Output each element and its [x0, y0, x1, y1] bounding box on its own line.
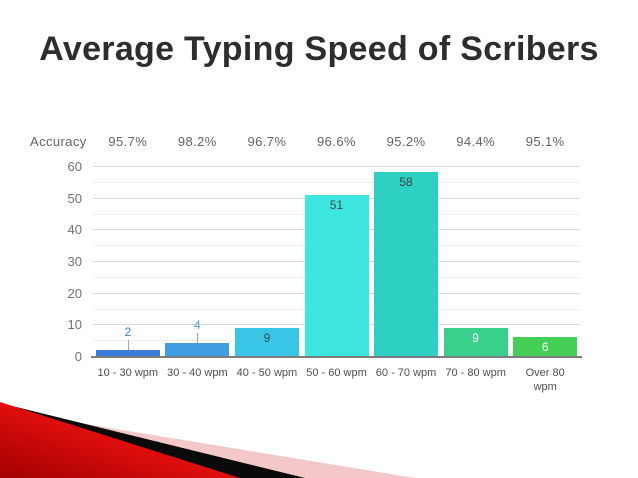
bar [304, 194, 369, 356]
bar [374, 172, 439, 356]
accuracy-row-label: Accuracy [30, 134, 87, 149]
bar [443, 327, 508, 356]
x-axis-category-label: 60 - 70 wpm [375, 367, 437, 379]
bar-value-label: 9 [263, 330, 271, 345]
x-axis-category-label: 70 - 80 wpm [445, 367, 506, 379]
y-axis-tick-label: 40 [67, 222, 82, 238]
bar-callout-line [197, 333, 199, 344]
bar-value-label: 58 [399, 175, 413, 190]
bar-value-label: 2 [124, 324, 132, 339]
y-axis-tick-label: 20 [67, 285, 82, 301]
page-title: Average Typing Speed of Scribers [39, 30, 599, 68]
bar-chart-plot-area: 2 4 9 51 58 9 6 [91, 166, 582, 358]
bar-value-label: 6 [541, 340, 549, 354]
accuracy-value: 96.7% [247, 134, 287, 149]
accuracy-value: 95.2% [386, 134, 426, 149]
accuracy-value: 95.7% [108, 134, 148, 149]
bar [95, 349, 160, 356]
x-axis-category-label: 50 - 60 wpm [306, 367, 367, 379]
x-axis-category-label: 10 - 30 wpm [97, 367, 159, 379]
bar-value-label: 51 [329, 197, 344, 212]
minor-gridline [93, 181, 580, 183]
bar-value-label: 9 [472, 330, 479, 345]
bar [165, 343, 230, 356]
bar [234, 327, 299, 356]
bar-callout-line [127, 339, 129, 350]
bar-value-label: 4 [194, 318, 201, 333]
x-axis-category-label: 30 - 40 wpm [167, 367, 228, 379]
y-axis-tick-label: 60 [67, 159, 82, 174]
x-axis-category-label: Over 80 wpm [525, 367, 565, 393]
x-axis-category-label: 40 - 50 wpm [236, 367, 298, 379]
y-axis-tick-label: 50 [67, 190, 82, 206]
accuracy-value: 98.2% [177, 134, 217, 149]
accuracy-value: 95.1% [525, 134, 565, 149]
bottom-left-ribbon-decoration [0, 402, 415, 478]
red-ribbon [0, 402, 240, 478]
y-axis-tick-label: 30 [67, 254, 82, 269]
accuracy-value: 94.4% [456, 134, 496, 149]
accuracy-value: 96.6% [317, 134, 356, 149]
y-axis-tick-label: 10 [67, 317, 82, 333]
bar [513, 337, 578, 356]
major-gridline [93, 166, 580, 167]
y-axis-tick-label: 0 [74, 349, 82, 364]
x-axis-baseline [91, 356, 582, 358]
